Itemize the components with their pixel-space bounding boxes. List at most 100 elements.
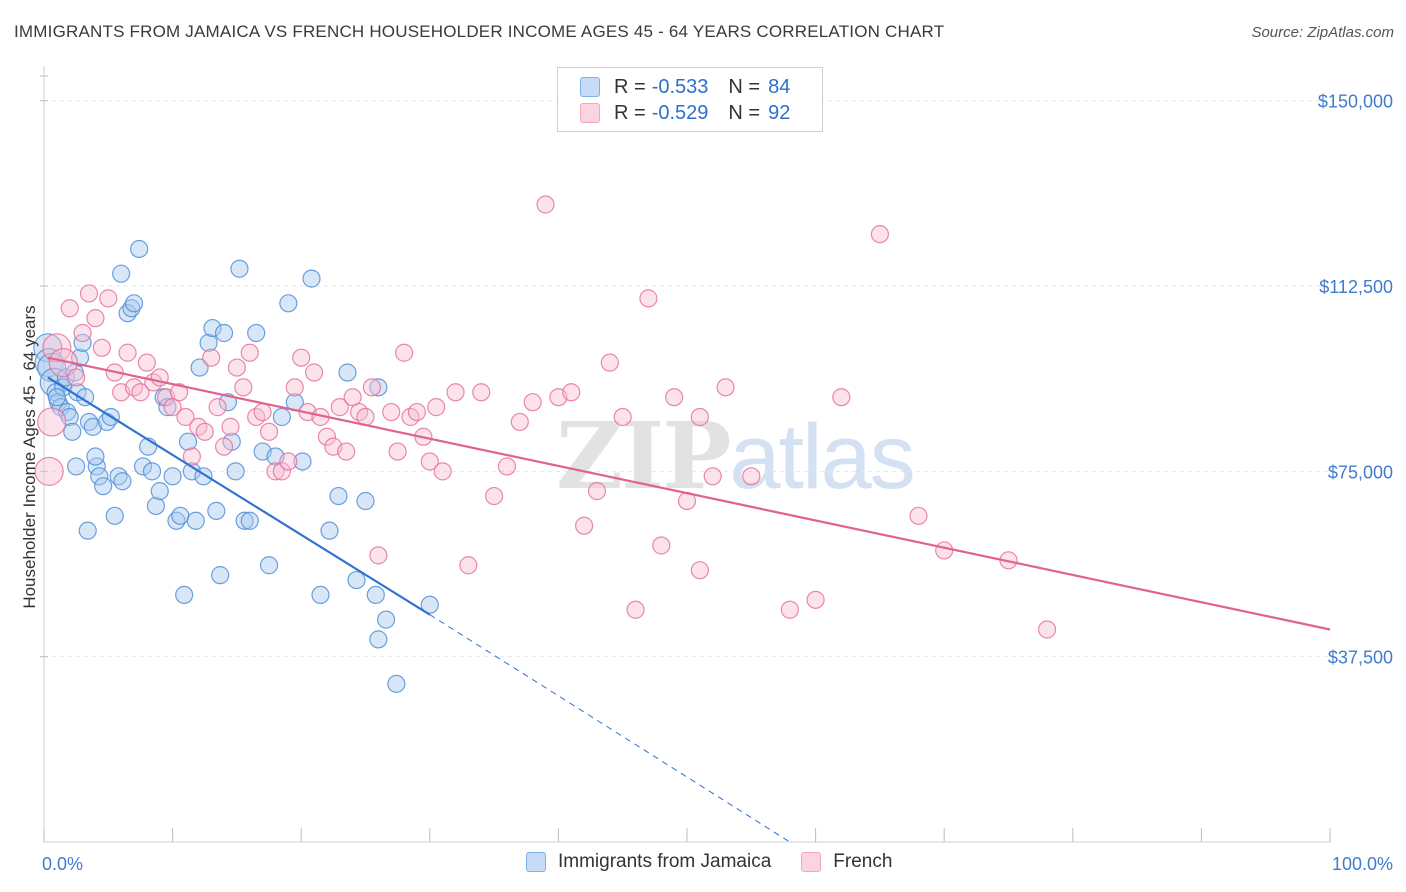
point-jamaica <box>33 333 63 363</box>
point-french <box>279 452 298 471</box>
point-french <box>1037 620 1057 639</box>
point-jamaica <box>272 407 292 427</box>
point-french <box>427 398 446 417</box>
point-french <box>587 482 607 501</box>
point-french <box>131 383 150 402</box>
point-jamaica <box>240 511 259 530</box>
stat-swatch-jamaica <box>580 77 600 97</box>
point-jamaica <box>124 294 144 313</box>
point-jamaica <box>146 496 165 516</box>
point-jamaica <box>387 674 406 693</box>
point-jamaica <box>113 472 132 491</box>
point-jamaica <box>175 585 194 605</box>
point-french <box>613 407 632 427</box>
stat-row-french: R = -0.529 N = 92 <box>580 100 790 126</box>
gridlines <box>44 100 1330 658</box>
point-french <box>176 407 195 427</box>
legend-swatch-jamaica <box>526 852 546 872</box>
point-french <box>639 289 658 308</box>
point-french <box>234 378 253 397</box>
point-french <box>292 348 311 367</box>
point-french <box>330 398 349 417</box>
point-jamaica <box>158 398 177 417</box>
point-jamaica <box>211 566 230 585</box>
point-french <box>388 442 407 461</box>
point-jamaica <box>230 259 249 278</box>
point-french <box>304 363 324 382</box>
tick-labels: $37,500 $75,000 $112,500 $150,000 0.0% 100.0% <box>42 92 1393 874</box>
point-jamaica <box>302 269 321 288</box>
stat-row-jamaica: R = -0.533 N = 84 <box>580 74 790 100</box>
point-jamaica <box>133 457 153 476</box>
legend-item-jamaica[interactable]: Immigrants from Jamaica <box>526 851 771 873</box>
point-jamaica <box>130 239 149 259</box>
legend-item-french[interactable]: French <box>801 851 892 873</box>
point-french <box>382 402 401 422</box>
point-jamaica <box>218 393 237 412</box>
r-value: -0.529 <box>651 101 709 124</box>
point-jamaica <box>369 378 388 397</box>
point-jamaica <box>356 491 375 511</box>
data-points <box>33 195 1057 693</box>
point-french <box>562 383 581 402</box>
point-jamaica <box>293 452 312 471</box>
point-french <box>446 383 465 402</box>
point-french <box>266 462 285 481</box>
point-jamaica <box>190 358 209 377</box>
point-jamaica <box>259 556 279 575</box>
point-french <box>690 561 709 580</box>
point-jamaica <box>186 511 205 530</box>
n-value: 92 <box>768 101 791 124</box>
source-label: Source: ZipAtlas.com <box>1251 24 1394 41</box>
point-french <box>420 452 439 471</box>
point-jamaica <box>338 363 357 382</box>
watermark-atlas: atlas <box>729 406 915 508</box>
point-french <box>92 338 111 357</box>
point-jamaica <box>78 521 97 540</box>
point-french <box>214 437 234 456</box>
point-jamaica <box>329 486 348 506</box>
point-jamaica <box>163 467 182 486</box>
point-jamaica <box>70 348 90 367</box>
point-french <box>208 398 227 417</box>
point-french <box>652 536 671 555</box>
point-jamaica <box>214 323 234 343</box>
point-french <box>407 402 427 422</box>
point-french <box>626 600 645 619</box>
r-label: R = <box>614 101 646 124</box>
chart-title: IMMIGRANTS FROM JAMAICA VS FRENCH HOUSEH… <box>14 22 945 41</box>
point-french <box>832 388 851 407</box>
legend: Immigrants from Jamaica French <box>526 851 922 873</box>
point-french <box>285 378 304 397</box>
point-jamaica <box>122 299 141 318</box>
trend-line-french <box>47 356 1331 631</box>
point-french <box>497 457 517 476</box>
point-jamaica <box>112 264 131 283</box>
point-jamaica <box>86 447 105 466</box>
point-french <box>169 383 189 402</box>
point-french <box>86 309 105 328</box>
point-jamaica <box>76 388 95 407</box>
point-jamaica <box>94 477 113 496</box>
point-jamaica <box>320 521 339 540</box>
point-jamaica <box>366 585 385 605</box>
point-jamaica <box>207 501 226 520</box>
point-french <box>575 516 594 535</box>
point-french <box>99 289 118 308</box>
point-jamaica <box>199 333 218 352</box>
point-french <box>195 422 214 441</box>
point-jamaica <box>178 432 198 451</box>
point-french <box>780 600 799 619</box>
point-french <box>79 284 99 303</box>
watermark-zip: ZIP <box>556 402 731 510</box>
point-jamaica <box>58 402 77 422</box>
point-french <box>221 417 240 436</box>
point-french <box>362 378 382 397</box>
point-french <box>806 590 825 609</box>
point-french <box>60 299 79 318</box>
axes <box>40 66 1331 843</box>
r-label: R = <box>614 75 646 98</box>
trend-lines <box>47 356 1331 843</box>
point-french <box>259 422 279 441</box>
